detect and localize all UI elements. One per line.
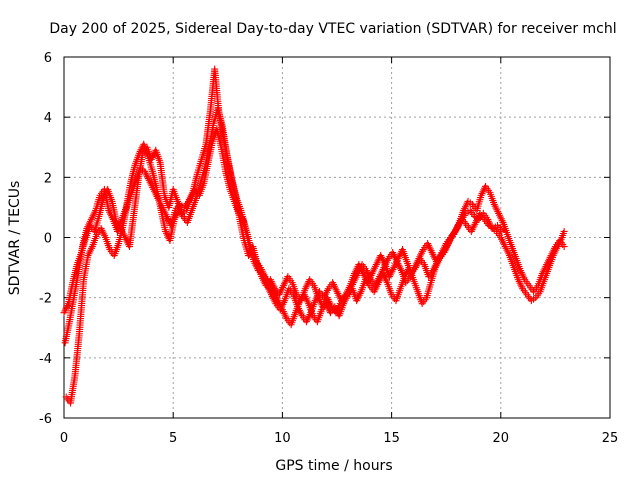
y-axis-label: SDTVAR / TECUs: [7, 181, 23, 296]
y-tick-label: -2: [39, 292, 52, 307]
x-tick-label: 10: [274, 431, 291, 446]
y-tick-label: 0: [44, 232, 52, 247]
x-tick-label: 0: [60, 431, 68, 446]
data-point: [560, 243, 568, 251]
data-point: [560, 227, 568, 235]
x-tick-label: 15: [383, 431, 400, 446]
tick-layer: 0 5 10 15 20 25 -6 -4 -2 0 2 4 6: [39, 51, 618, 446]
y-tick-label: -4: [39, 352, 52, 367]
series-track-c: [61, 104, 506, 347]
x-tick-label: 25: [602, 431, 619, 446]
data-layer: [60, 65, 568, 407]
x-tick-label: 20: [493, 431, 510, 446]
data-point: [498, 227, 506, 235]
x-axis-label: GPS time / hours: [275, 458, 392, 474]
grid-layer: [64, 57, 610, 418]
y-tick-label: 6: [44, 51, 52, 66]
y-tick-label: 4: [44, 111, 52, 126]
y-tick-label: 2: [44, 171, 52, 186]
y-tick-label: -6: [39, 412, 52, 427]
x-tick-label: 5: [169, 431, 177, 446]
chart-title: Day 200 of 2025, Sidereal Day-to-day VTE…: [49, 21, 616, 37]
